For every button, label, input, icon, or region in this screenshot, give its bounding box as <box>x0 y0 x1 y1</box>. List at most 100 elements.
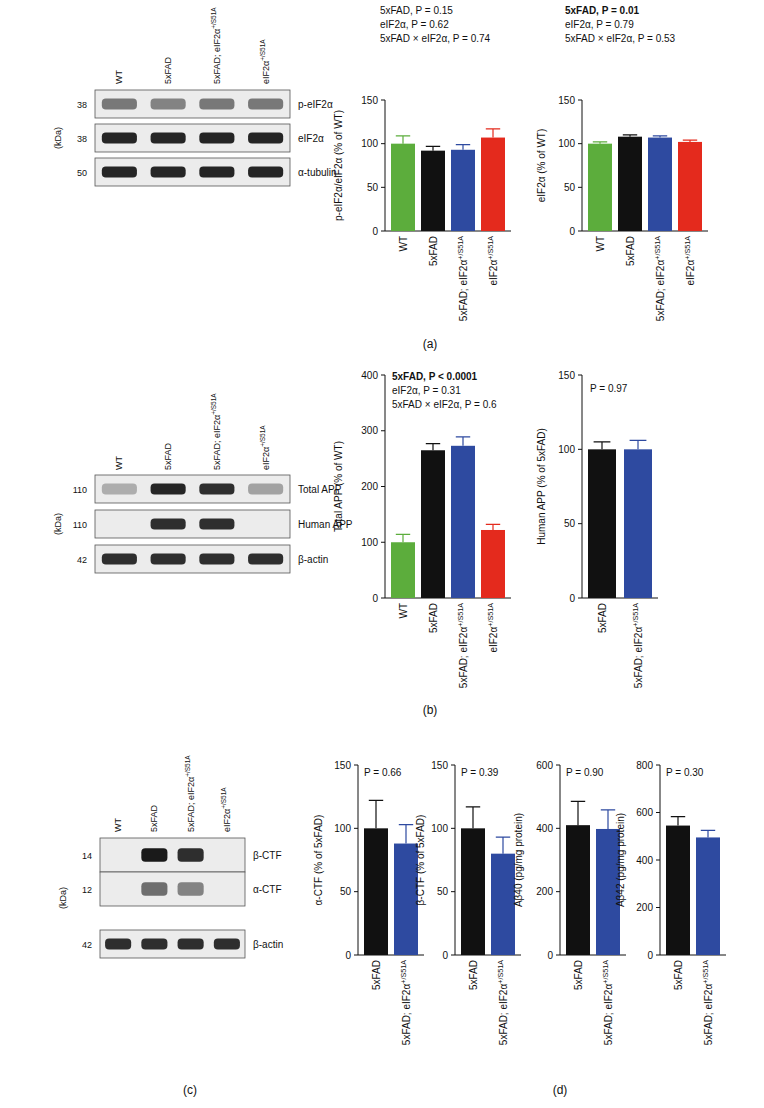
y-tick <box>578 231 582 232</box>
x-tick-label: 5xFAD <box>428 236 439 266</box>
error-bar <box>623 135 637 137</box>
y-tick-label: 800 <box>636 760 653 771</box>
band <box>141 848 167 862</box>
x-tick-label: 5xFAD <box>371 960 382 990</box>
band <box>214 938 240 949</box>
y-axis <box>582 375 583 598</box>
blot: WT5xFAD5xFAD; eIF2α+/S51AeIF2α+/S51A(kDa… <box>53 393 353 573</box>
row-label: Human APP <box>298 519 353 530</box>
x-tick-label: 5xFAD; eIF2α+/S51A <box>456 236 469 321</box>
y-tick-label: 150 <box>334 760 351 771</box>
band <box>151 166 186 177</box>
panel-label: (c) <box>183 1083 197 1097</box>
x-tick-label: 5xFAD <box>468 960 479 990</box>
lane-label: 5xFAD <box>163 56 173 84</box>
blot-row <box>95 475 290 503</box>
blot: WT5xFAD5xFAD; eIF2α+/S51AeIF2α+/S51A(kDa… <box>58 755 283 958</box>
y-tick-label: 150 <box>361 95 378 106</box>
marks <box>391 129 505 231</box>
error-bar <box>396 136 410 144</box>
bar <box>481 530 505 598</box>
error-bar <box>594 442 611 449</box>
marks <box>364 800 418 955</box>
y-tick-label: 0 <box>569 226 575 237</box>
kda-label: 42 <box>77 555 87 565</box>
y-axis <box>358 765 359 955</box>
x-tick-label: 5xFAD; eIF2α+/S51A <box>601 960 614 1045</box>
marks <box>391 437 505 598</box>
x-tick-label: 5xFAD <box>625 236 636 266</box>
marks <box>566 801 620 955</box>
y-axis <box>385 100 386 231</box>
chart: 050100150p-eIF2α/eIF2α (% of WT)WT5xFAD5… <box>333 5 511 321</box>
y-tick <box>556 891 560 892</box>
chart: 050100150Human APP (% of 5xFAD)5xFAD5xFA… <box>536 370 658 689</box>
y-tick-label: 0 <box>547 950 553 961</box>
y-axis-label: p-eIF2α/eIF2α (% of WT) <box>333 110 344 221</box>
marks <box>588 440 652 598</box>
annotation: eIF2α, P = 0.31 <box>392 385 461 396</box>
error-bar <box>496 837 510 853</box>
y-tick <box>381 598 385 599</box>
band <box>248 166 283 177</box>
kda-unit: (kDa) <box>53 127 63 149</box>
bar <box>624 449 652 598</box>
band <box>248 518 283 529</box>
band <box>151 553 186 564</box>
y-axis-label: Human APP (% of 5xFAD) <box>536 428 547 545</box>
band <box>141 882 167 896</box>
y-tick-label: 0 <box>647 950 653 961</box>
band <box>102 166 137 177</box>
band <box>102 483 137 494</box>
y-tick <box>354 765 358 766</box>
band <box>199 518 234 529</box>
band <box>102 518 137 529</box>
y-tick <box>656 812 660 813</box>
y-tick <box>381 430 385 431</box>
lane-label: WT <box>114 456 124 470</box>
panel-label: (d) <box>553 1083 568 1097</box>
bar <box>391 144 415 231</box>
y-tick-label: 600 <box>536 760 553 771</box>
bar <box>421 151 445 231</box>
band <box>248 553 283 564</box>
bar <box>678 142 702 231</box>
chart: 050100150β-CTF (% of 5xFAD)5xFAD5xFAD; e… <box>415 760 521 1046</box>
marks <box>666 817 720 955</box>
marks <box>588 135 702 231</box>
y-axis-label: α-CTF (% of 5xFAD) <box>313 815 324 906</box>
x-tick-label: 5xFAD <box>673 960 684 990</box>
panel-label: (b) <box>423 703 438 717</box>
y-tick-label: 150 <box>558 370 575 381</box>
bar <box>588 144 612 231</box>
x-tick-label: WT <box>398 603 409 619</box>
band <box>199 132 234 143</box>
lane-label: 5xFAD; eIF2α+/S51A <box>210 7 222 84</box>
annotation: P = 0.90 <box>566 767 604 778</box>
lane-label: eIF2α+/S51A <box>220 787 232 832</box>
bar <box>618 137 642 231</box>
y-tick <box>381 542 385 543</box>
x-tick-label: 5xFAD; eIF2α+/S51A <box>701 960 714 1045</box>
y-tick <box>578 375 582 376</box>
bar <box>696 837 720 955</box>
band <box>151 98 186 109</box>
error-bar <box>466 807 480 829</box>
y-tick-label: 100 <box>334 823 351 834</box>
lane-label: WT <box>114 70 124 84</box>
error-bar <box>701 830 715 837</box>
blot-row <box>95 158 290 186</box>
band <box>248 98 283 109</box>
y-tick-label: 100 <box>558 444 575 455</box>
error-bar <box>571 801 585 825</box>
y-tick-label: 100 <box>558 138 575 149</box>
band <box>105 938 131 949</box>
band <box>151 483 186 494</box>
y-tick-label: 100 <box>361 138 378 149</box>
y-tick <box>656 907 660 908</box>
annotation: 5xFAD × eIF2α, P = 0.74 <box>380 33 491 44</box>
annotation: P = 0.39 <box>461 767 499 778</box>
band <box>248 132 283 143</box>
error-bar <box>456 437 470 446</box>
y-tick-label: 150 <box>558 95 575 106</box>
